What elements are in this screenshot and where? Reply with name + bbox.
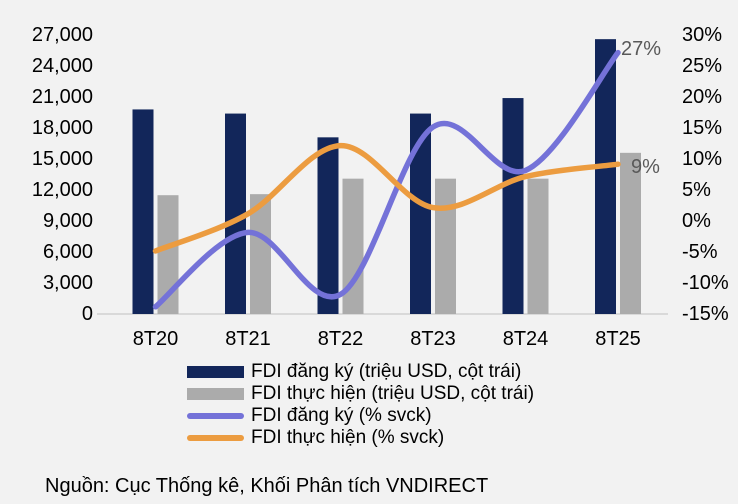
bar-registered-8T24: [502, 98, 524, 314]
bar-implemented-8T22: [342, 178, 364, 314]
right-axis-tick: -10%: [682, 272, 729, 294]
chart-legend: FDI đăng ký (triệu USD, cột trái) FDI thự…: [187, 361, 535, 448]
source-note: Nguồn: Cục Thống kê, Khối Phân tích VNDI…: [45, 475, 489, 497]
bar-implemented-8T24: [527, 178, 549, 314]
legend-item-3: FDI thực hiện (% svck): [187, 427, 534, 448]
left-axis-tick: 6,000: [43, 241, 93, 263]
right-axis-tick: 15%: [682, 117, 722, 139]
bar-registered-8T22: [317, 137, 339, 314]
legend-item-0: FDI đăng ký (triệu USD, cột trái): [187, 361, 534, 382]
left-axis-tick: 18,000: [32, 117, 93, 139]
legend-bar-swatch-1: [187, 387, 244, 400]
bar-implemented-8T23: [435, 178, 456, 314]
bar-registered-8T23: [410, 113, 431, 314]
line-registered-yoy: [152, 49, 621, 310]
fdi-combo-chart: 27% 9% 0 3,000 6,000 9,000 12,000 15,000 18,000 2…: [32, 24, 729, 350]
x-axis-label-8T21: 8T21: [225, 328, 271, 350]
right-axis-tick: -15%: [682, 303, 729, 325]
legend-item-2: FDI đăng ký (% svck): [187, 405, 534, 426]
left-axis-tick: 24,000: [32, 55, 93, 77]
bar-registered-8T21: [225, 113, 246, 314]
bar-registered-8T25: [595, 39, 616, 315]
bar-implemented-8T25: [620, 152, 641, 314]
legend-item-1: FDI thực hiện (triệu USD, cột trái): [187, 383, 535, 404]
legend-bar-swatch-0: [187, 365, 244, 378]
line-implemented-yoy: [152, 142, 621, 254]
right-axis-tick: 20%: [682, 86, 722, 108]
left-axis-tick: 15,000: [32, 148, 93, 170]
right-axis-tick: -5%: [682, 241, 718, 263]
right-axis-tick: 25%: [682, 55, 722, 77]
right-axis-tick: 0%: [682, 210, 711, 232]
bar-implemented-8T21: [250, 194, 271, 314]
data-label-implemented: 9%: [631, 156, 660, 178]
left-axis-tick: 27,000: [32, 24, 93, 46]
x-axis-label-8T25: 8T25: [595, 328, 641, 350]
legend-line-swatch-2: [187, 412, 244, 419]
legend-label-3: FDI thực hiện (% svck): [251, 427, 445, 448]
left-axis-tick: 21,000: [32, 86, 93, 108]
bar-implemented-8T20: [157, 195, 179, 314]
x-axis-label-8T22: 8T22: [318, 328, 364, 350]
legend-label-0: FDI đăng ký (triệu USD, cột trái): [251, 361, 522, 382]
right-axis-tick: 10%: [682, 148, 722, 170]
right-axis-tick: 30%: [682, 24, 722, 46]
data-label-registered: 27%: [621, 38, 661, 60]
left-axis-tick: 9,000: [43, 210, 93, 232]
right-axis-tick: 5%: [682, 179, 711, 201]
bar-registered-8T20: [132, 109, 154, 314]
legend-label-1: FDI thực hiện (triệu USD, cột trái): [251, 383, 535, 404]
left-axis-tick: 3,000: [43, 272, 93, 294]
legend-label-2: FDI đăng ký (% svck): [251, 405, 432, 426]
x-axis-label-8T23: 8T23: [410, 328, 456, 350]
legend-line-swatch-3: [187, 434, 244, 441]
x-axis-label-8T20: 8T20: [133, 328, 179, 350]
left-axis-tick: 0: [82, 303, 93, 325]
x-axis-label-8T24: 8T24: [503, 328, 549, 350]
left-axis-tick: 12,000: [32, 179, 93, 201]
